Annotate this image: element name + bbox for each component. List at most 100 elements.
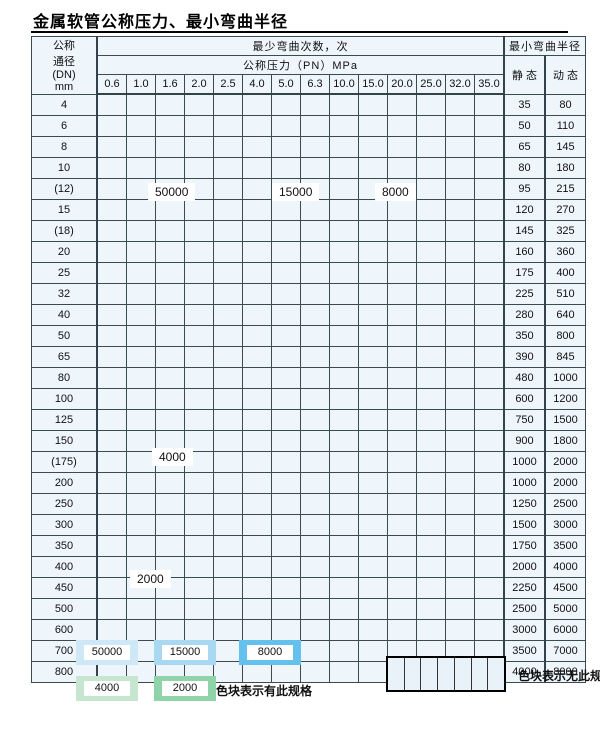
- grid-cell: [271, 597, 301, 620]
- grid-cell: [155, 114, 185, 137]
- grid-cell: [213, 471, 243, 494]
- grid-cell: [271, 114, 301, 137]
- grid-cell: [271, 366, 301, 389]
- grid-cell: [329, 450, 359, 473]
- grid-cell: [126, 618, 156, 641]
- grid-cell: [242, 177, 272, 200]
- grid-cell: [184, 198, 214, 221]
- dn-value-cell: 40: [31, 303, 98, 326]
- grid-cell: [445, 387, 475, 410]
- dynamic-radius-cell: 2000: [544, 450, 586, 473]
- grid-cell: [184, 597, 214, 620]
- grid-cell: [271, 555, 301, 578]
- grid-cell: [300, 492, 330, 515]
- grid-cell: [126, 597, 156, 620]
- dn-value-cell: 8: [31, 135, 98, 158]
- grid-cell: [445, 429, 475, 452]
- grid-cell: [155, 303, 185, 326]
- static-radius-cell: 350: [503, 324, 546, 347]
- legend-has-spec-note: 色块表示有此规格: [216, 684, 313, 698]
- grid-cell: [271, 156, 301, 179]
- grid-cell: [300, 345, 330, 368]
- grid-cell: [213, 282, 243, 305]
- grid-cell: [329, 576, 359, 599]
- grid-cell: [329, 282, 359, 305]
- grid-cell: [213, 429, 243, 452]
- grid-cell: [474, 177, 505, 200]
- grid-cell: [96, 261, 127, 284]
- grid-cell: [300, 114, 330, 137]
- grid-cell: [474, 261, 505, 284]
- grid-cell: [387, 261, 417, 284]
- static-radius-cell: 225: [503, 282, 546, 305]
- dynamic-radius-cell: 145: [544, 135, 586, 158]
- grid-cell: [300, 261, 330, 284]
- dynamic-radius-cell: 1800: [544, 429, 586, 452]
- grid-cell: [96, 324, 127, 347]
- grid-cell: [155, 240, 185, 263]
- grid-value-tag: 15000: [272, 183, 320, 201]
- grid-cell: [445, 240, 475, 263]
- grid-cell: [358, 450, 388, 473]
- grid-cell: [387, 450, 417, 473]
- grid-cell: [445, 576, 475, 599]
- table-row: 20 160 360: [31, 240, 586, 263]
- grid-value-tag: 50000: [148, 183, 196, 201]
- grid-cell: [300, 576, 330, 599]
- static-radius-cell: 50: [503, 114, 546, 137]
- grid-cell: [126, 387, 156, 410]
- grid-cell: [416, 240, 446, 263]
- grid-cell: [155, 429, 185, 452]
- grid-cell: [387, 240, 417, 263]
- grid-cell: [242, 114, 272, 137]
- grid-cell: [155, 618, 185, 641]
- grid-cell: [445, 198, 475, 221]
- static-radius-cell: 95: [503, 177, 546, 200]
- grid-cell: [387, 387, 417, 410]
- dn-value-cell: (12): [31, 177, 98, 200]
- grid-cell: [126, 261, 156, 284]
- grid-cell: [300, 387, 330, 410]
- grid-cell: [329, 366, 359, 389]
- grid-cell: [474, 282, 505, 305]
- grid-cell: [474, 471, 505, 494]
- grid-cell: [300, 282, 330, 305]
- grid-cell: [329, 471, 359, 494]
- grid-cell: [329, 219, 359, 242]
- bend-count-header: 最少弯曲次数，次: [96, 36, 505, 56]
- table-row: 100 600 1200: [31, 387, 586, 410]
- grid-cell: [358, 240, 388, 263]
- grid-cell: [213, 597, 243, 620]
- grid-cell: [358, 345, 388, 368]
- grid-cell: [329, 324, 359, 347]
- grid-cell: [474, 219, 505, 242]
- grid-cell: [271, 492, 301, 515]
- grid-cell: [445, 555, 475, 578]
- grid-cell: [329, 198, 359, 221]
- grid-cell: [96, 366, 127, 389]
- grid-cell: [184, 135, 214, 158]
- grid-cell: [271, 345, 301, 368]
- grid-cell: [329, 597, 359, 620]
- no-spec-swatch: [386, 656, 506, 692]
- grid-cell: [387, 408, 417, 431]
- grid-cell: [242, 471, 272, 494]
- static-radius-cell: 900: [503, 429, 546, 452]
- grid-value-tag: 2000: [130, 570, 171, 588]
- grid-cell: [387, 324, 417, 347]
- grid-cell: [271, 471, 301, 494]
- pressure-column-header: 0.6: [96, 74, 127, 95]
- grid-cell: [416, 303, 446, 326]
- grid-cell: [474, 240, 505, 263]
- grid-cell: [474, 492, 505, 515]
- grid-cell: [416, 471, 446, 494]
- table-row: 8 65 145: [31, 135, 586, 158]
- grid-cell: [184, 513, 214, 536]
- grid-cell: [242, 597, 272, 620]
- grid-cell: [329, 513, 359, 536]
- dn-value-cell: 25: [31, 261, 98, 284]
- grid-cell: [387, 282, 417, 305]
- grid-cell: [474, 429, 505, 452]
- no-spec-cell: [438, 658, 455, 690]
